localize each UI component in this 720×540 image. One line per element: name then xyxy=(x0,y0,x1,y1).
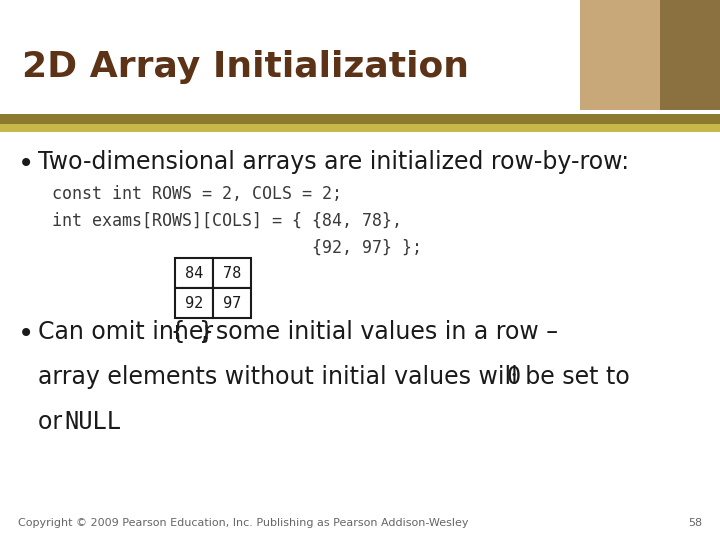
Bar xyxy=(0,124,720,132)
Bar xyxy=(213,258,251,288)
Text: const int ROWS = 2, COLS = 2;: const int ROWS = 2, COLS = 2; xyxy=(52,185,342,203)
Bar xyxy=(175,258,213,288)
Bar xyxy=(660,0,720,110)
Text: { }: { } xyxy=(171,320,213,344)
Text: array elements without initial values will be set to: array elements without initial values wi… xyxy=(38,365,637,389)
Text: 0: 0 xyxy=(507,365,521,389)
Text: 2D Array Initialization: 2D Array Initialization xyxy=(22,50,469,84)
Text: 58: 58 xyxy=(688,518,702,528)
Bar xyxy=(175,288,213,318)
Text: Can omit inner: Can omit inner xyxy=(38,320,220,344)
Text: , some initial values in a row –: , some initial values in a row – xyxy=(201,320,558,344)
Text: Copyright © 2009 Pearson Education, Inc. Publishing as Pearson Addison-Wesley: Copyright © 2009 Pearson Education, Inc.… xyxy=(18,518,469,528)
Text: 84: 84 xyxy=(185,266,203,280)
Text: NULL: NULL xyxy=(65,410,122,434)
Text: {92, 97} };: {92, 97} }; xyxy=(52,239,422,257)
Text: 78: 78 xyxy=(223,266,241,280)
Text: 92: 92 xyxy=(185,295,203,310)
Text: •: • xyxy=(18,150,35,178)
Text: •: • xyxy=(18,320,35,348)
Text: int exams[ROWS][COLS] = { {84, 78},: int exams[ROWS][COLS] = { {84, 78}, xyxy=(52,212,402,230)
Bar xyxy=(580,0,720,110)
Text: Two-dimensional arrays are initialized row-by-row:: Two-dimensional arrays are initialized r… xyxy=(38,150,629,174)
Text: or: or xyxy=(38,410,70,434)
Bar xyxy=(0,114,720,124)
Bar xyxy=(213,288,251,318)
Text: 97: 97 xyxy=(223,295,241,310)
